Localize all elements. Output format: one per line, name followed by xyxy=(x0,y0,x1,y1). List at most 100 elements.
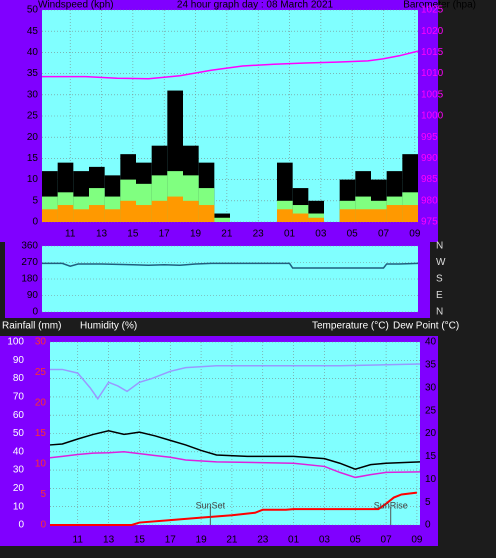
y2-tick-label: 0 xyxy=(425,520,431,531)
wind-bar xyxy=(386,205,403,222)
y-tick-label: 90 xyxy=(27,290,39,301)
y-tick-label: 20 xyxy=(13,483,25,494)
y3-tick-label: 10 xyxy=(35,459,47,470)
x-tick-label: 23 xyxy=(257,535,269,546)
x-tick-label: 11 xyxy=(73,535,84,546)
y-tick-label: 30 xyxy=(13,465,25,476)
y-tick-label: 60 xyxy=(13,410,25,421)
x-tick-label: 01 xyxy=(288,535,300,546)
x-tick-label: 11 xyxy=(65,229,76,240)
y2-tick-label: E xyxy=(436,290,443,301)
y-tick-label: 20 xyxy=(27,132,39,143)
y2-tick-label: 1005 xyxy=(421,89,444,100)
y2-tick-label: 25 xyxy=(425,405,437,416)
series-line xyxy=(49,451,421,479)
y2-tick-label: 40 xyxy=(425,337,437,348)
wind-bar xyxy=(371,209,387,222)
wind-axis-title: Windspeed (kph) xyxy=(38,0,114,11)
wind-bar xyxy=(308,217,324,222)
y2-tick-label: 35 xyxy=(425,360,437,371)
chart-title: 24 hour graph day : 08 March 2021 xyxy=(177,0,334,11)
y2-tick-label: 15 xyxy=(425,451,437,462)
wind-bar xyxy=(292,213,309,222)
y3-tick-label: 25 xyxy=(35,367,47,378)
y3-tick-label: 20 xyxy=(35,398,47,409)
y2-tick-label: 980 xyxy=(421,195,438,206)
wind-bar xyxy=(151,200,168,222)
x-tick-label: 15 xyxy=(134,535,146,546)
y-tick-label: 0 xyxy=(32,217,38,228)
wind-bar xyxy=(277,209,293,222)
x-tick-label: 09 xyxy=(411,535,423,546)
wind-bar xyxy=(402,205,418,222)
wind-bar xyxy=(120,200,136,222)
y-tick-label: 90 xyxy=(13,355,25,366)
annotation-label: SunRise xyxy=(374,500,408,510)
y-tick-label: 100 xyxy=(7,337,24,348)
y-tick-label: 35 xyxy=(27,68,39,79)
y2-tick-label: 1025 xyxy=(421,5,444,16)
x-tick-label: 19 xyxy=(190,229,202,240)
y2-tick-label: N xyxy=(436,241,443,252)
y2-tick-label: S xyxy=(436,274,443,285)
wind-bar xyxy=(198,205,215,222)
y-tick-label: 50 xyxy=(13,428,25,439)
y2-tick-label: 1010 xyxy=(421,68,444,79)
barometer-axis-title: Barometer (hpa) xyxy=(403,0,476,11)
y-tick-label: 0 xyxy=(32,307,38,318)
series-line xyxy=(49,429,421,470)
y-tick-label: 70 xyxy=(13,392,25,403)
y-tick-label: 10 xyxy=(13,501,25,512)
y-tick-label: 30 xyxy=(27,89,39,100)
wind-bar xyxy=(355,209,371,222)
wind-bar xyxy=(57,205,74,222)
y2-tick-label: 1000 xyxy=(421,111,444,122)
wind-bar xyxy=(136,205,152,222)
y-tick-label: 5 xyxy=(32,195,38,206)
x-tick-label: 05 xyxy=(347,229,359,240)
wind-bar xyxy=(42,209,58,222)
x-tick-label: 15 xyxy=(127,229,139,240)
y-tick-label: 50 xyxy=(27,5,39,16)
y-tick-label: 180 xyxy=(21,274,38,285)
y3-tick-label: 0 xyxy=(40,520,46,531)
wind-bar xyxy=(214,217,230,222)
series-line xyxy=(50,491,418,526)
y2-tick-label: 20 xyxy=(425,428,437,439)
y-tick-label: 10 xyxy=(27,174,39,185)
y2-tick-label: 10 xyxy=(425,474,437,485)
x-tick-label: 19 xyxy=(196,535,208,546)
y2-tick-label: 975 xyxy=(421,217,438,228)
rain-axis-title: Rainfall (mm) xyxy=(2,321,61,332)
direction-plot xyxy=(42,246,418,312)
y-tick-label: 0 xyxy=(18,520,24,531)
y-tick-label: 80 xyxy=(13,373,25,384)
x-tick-label: 21 xyxy=(221,229,233,240)
x-tick-label: 03 xyxy=(315,229,327,240)
series-line xyxy=(42,50,419,80)
wind-bar xyxy=(89,205,105,222)
wind-bar xyxy=(104,209,121,222)
wind-bar xyxy=(73,209,89,222)
y2-tick-label: W xyxy=(436,257,446,268)
y-tick-label: 40 xyxy=(13,446,25,457)
x-tick-label: 23 xyxy=(253,229,265,240)
x-tick-label: 07 xyxy=(381,535,393,546)
y-tick-label: 360 xyxy=(21,241,38,252)
y2-tick-label: 990 xyxy=(421,153,438,164)
x-tick-label: 07 xyxy=(378,229,390,240)
y2-tick-label: 995 xyxy=(421,132,438,143)
series-line xyxy=(50,363,421,401)
wind-bar xyxy=(183,200,199,222)
y-tick-label: 40 xyxy=(27,47,39,58)
y-tick-label: 270 xyxy=(21,257,38,268)
wind-bar xyxy=(167,196,183,222)
annotation-label: SunSet xyxy=(196,500,226,510)
y-tick-label: 15 xyxy=(27,153,39,164)
y2-tick-label: 5 xyxy=(425,497,431,508)
y-tick-label: 45 xyxy=(27,26,39,37)
y2-tick-label: 1015 xyxy=(421,47,444,58)
y3-tick-label: 30 xyxy=(35,337,47,348)
x-tick-label: 13 xyxy=(96,229,108,240)
x-tick-label: 03 xyxy=(319,535,331,546)
